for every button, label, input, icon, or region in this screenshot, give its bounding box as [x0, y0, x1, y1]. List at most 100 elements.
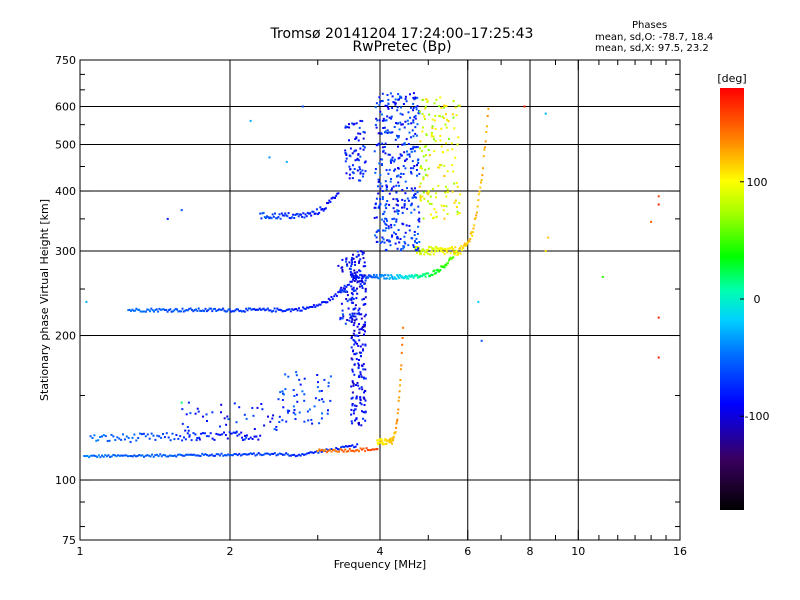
data-point [362, 323, 365, 326]
data-point [320, 389, 323, 392]
data-point [348, 126, 351, 129]
data-point [288, 409, 291, 412]
data-point [386, 129, 389, 132]
data-point [388, 441, 391, 444]
data-point [422, 191, 425, 194]
data-point [362, 377, 365, 380]
data-point [186, 432, 189, 435]
data-point [352, 324, 355, 327]
data-point [311, 422, 314, 425]
data-point [352, 412, 355, 415]
data-point [415, 196, 418, 199]
data-point [413, 275, 416, 278]
data-point [363, 131, 366, 134]
data-point [421, 130, 424, 133]
data-point [218, 308, 220, 311]
data-point [341, 270, 344, 273]
data-point [381, 142, 384, 145]
data-point [213, 438, 216, 441]
data-point [260, 217, 263, 220]
data-point [275, 454, 278, 457]
data-point [384, 130, 387, 133]
data-point [254, 309, 257, 311]
data-point [329, 449, 331, 452]
data-point [364, 450, 367, 453]
data-point [323, 301, 326, 303]
data-point [363, 397, 366, 400]
data-point [193, 453, 196, 456]
data-point [351, 171, 354, 174]
data-point [403, 235, 406, 238]
data-point [379, 110, 382, 113]
data-point [381, 158, 384, 161]
data-point [353, 150, 356, 153]
data-point [353, 343, 356, 346]
data-point [444, 248, 447, 251]
data-point [446, 118, 448, 121]
data-point [128, 455, 131, 458]
data-point [389, 240, 391, 243]
data-point [446, 191, 449, 194]
data-point [414, 126, 417, 129]
data-point [400, 96, 403, 99]
data-point [352, 278, 355, 281]
data-point [442, 251, 445, 254]
data-point [175, 434, 178, 436]
data-point [306, 452, 309, 455]
data-point [364, 368, 367, 371]
data-point [455, 251, 457, 254]
data-point [174, 307, 177, 310]
data-point [88, 456, 91, 459]
data-point [399, 384, 401, 387]
data-point [251, 438, 254, 440]
data-point [308, 306, 311, 308]
data-point [383, 277, 386, 280]
data-point [379, 274, 381, 277]
data-point [358, 307, 361, 310]
data-point [383, 443, 386, 446]
data-point [447, 259, 450, 262]
data-point [440, 164, 443, 167]
data-point [350, 385, 353, 388]
y-tick-label: 400 [55, 185, 76, 198]
data-point [380, 438, 383, 441]
data-point [375, 240, 378, 243]
data-point [272, 310, 275, 312]
data-point [392, 435, 395, 438]
data-point [395, 422, 398, 425]
data-point [354, 263, 356, 266]
data-point [385, 185, 388, 188]
data-point [410, 172, 413, 175]
data-point [212, 454, 215, 457]
data-point [379, 198, 382, 200]
data-point [141, 433, 143, 436]
data-point [353, 329, 356, 332]
data-point [401, 275, 404, 278]
data-point [379, 441, 382, 444]
data-point [133, 454, 136, 457]
data-point [298, 378, 301, 381]
data-point [101, 454, 103, 457]
data-point [396, 134, 398, 137]
data-point [410, 136, 412, 139]
data-point [394, 168, 397, 171]
data-point [279, 308, 281, 311]
data-point [217, 433, 220, 436]
data-point [453, 251, 455, 254]
data-point [378, 143, 381, 146]
data-point [302, 212, 305, 215]
data-point [394, 242, 397, 245]
data-points [83, 92, 660, 459]
data-point [288, 308, 291, 311]
data-point [385, 223, 388, 226]
data-point [358, 179, 360, 182]
data-point [139, 432, 142, 435]
data-point [173, 309, 176, 312]
data-point [330, 296, 333, 298]
data-point [168, 454, 171, 457]
data-point [458, 104, 461, 107]
data-point [377, 185, 379, 188]
data-point [163, 309, 166, 311]
data-point [431, 118, 434, 121]
